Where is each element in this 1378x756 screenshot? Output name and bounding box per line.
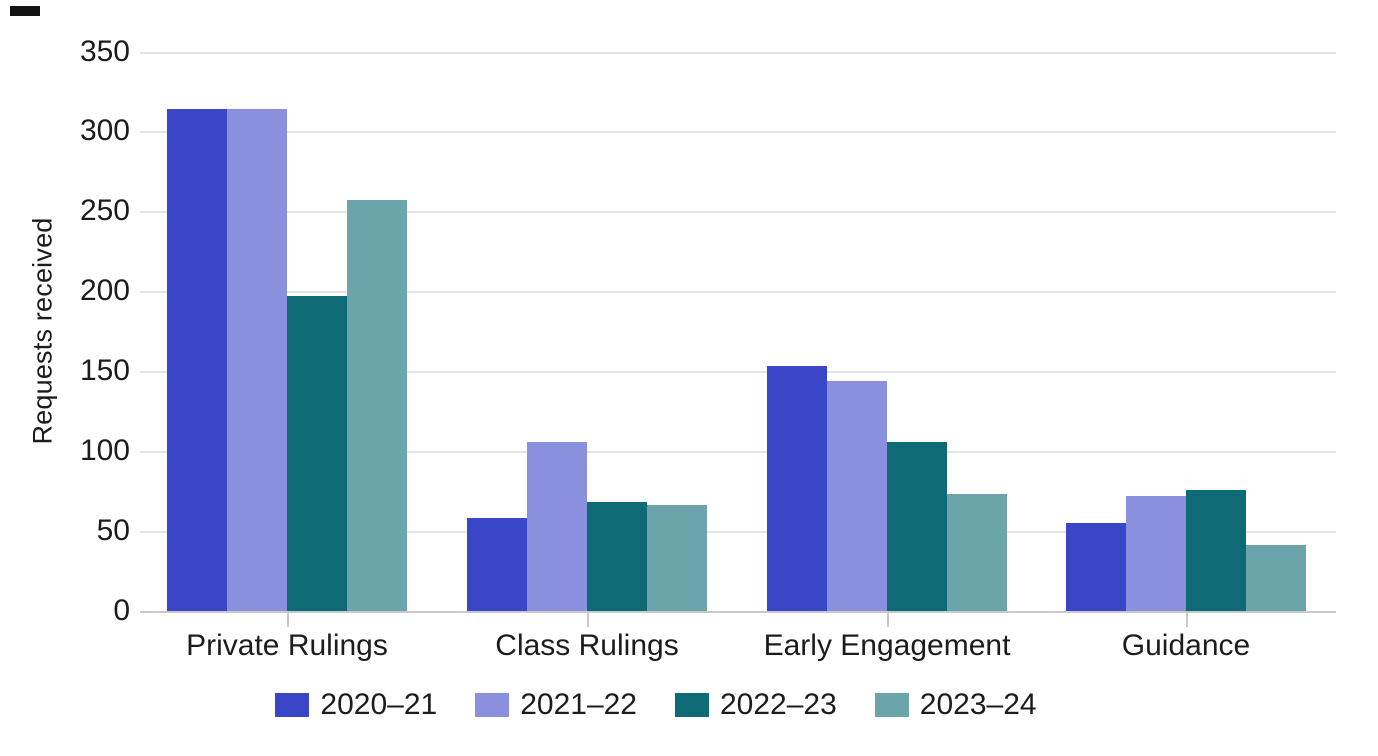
y-axis-label: Requests received xyxy=(27,217,58,445)
x-tick-guidance xyxy=(1186,612,1188,627)
corner-mark xyxy=(10,6,40,16)
gridline-100 xyxy=(140,451,1336,453)
bar-2021-22-class-rulings xyxy=(527,442,587,611)
bar-2022-23-guidance xyxy=(1186,490,1246,611)
bar-2022-23-class-rulings xyxy=(587,502,647,611)
x-tick-class-rulings xyxy=(587,612,589,627)
gridline-300 xyxy=(140,131,1336,133)
bar-2022-23-private-rulings xyxy=(287,296,347,611)
x-tick-private-rulings xyxy=(287,612,289,627)
x-category-label-class-rulings: Class Rulings xyxy=(495,629,679,662)
bar-2021-22-private-rulings xyxy=(227,109,287,611)
bar-2020-21-guidance xyxy=(1066,523,1126,611)
x-category-label-private-rulings: Private Rulings xyxy=(186,629,388,662)
legend-item-2020-21: 2020–21 xyxy=(275,688,437,722)
legend-swatch-2023-24 xyxy=(874,693,909,717)
y-tick-label-50: 50 xyxy=(96,514,130,547)
legend-label-2022-23: 2022–23 xyxy=(720,688,837,721)
x-tick-early-engagement xyxy=(887,612,889,627)
legend-item-2023-24: 2023–24 xyxy=(874,688,1037,722)
legend-label-2020-21: 2020–21 xyxy=(320,688,438,721)
bar-2023-24-guidance xyxy=(1246,545,1306,611)
bar-2021-22-early-engagement xyxy=(827,381,887,611)
gridline-50 xyxy=(140,531,1336,533)
gridline-250 xyxy=(140,211,1336,213)
gridline-150 xyxy=(140,371,1336,373)
legend-label-2023-24: 2023–24 xyxy=(919,688,1037,721)
bar-2020-21-class-rulings xyxy=(467,518,527,611)
y-tick-label-100: 100 xyxy=(79,434,130,467)
gridline-200 xyxy=(140,291,1336,293)
y-tick-label-0: 0 xyxy=(113,594,130,627)
bar-2020-21-private-rulings xyxy=(167,109,227,611)
y-tick-label-250: 250 xyxy=(79,194,130,227)
x-category-label-guidance: Guidance xyxy=(1121,629,1251,662)
legend-label-2021-22: 2021–22 xyxy=(520,688,637,721)
legend-swatch-2022-23 xyxy=(675,693,709,717)
legend-swatch-2020-21 xyxy=(275,693,310,717)
y-tick-label-350: 350 xyxy=(79,35,130,68)
x-axis-line xyxy=(140,611,1336,613)
legend: 2020–21 2021–22 2022–23 2023–24 xyxy=(0,688,1312,722)
legend-item-2022-23: 2022–23 xyxy=(675,688,837,722)
bar-2023-24-early-engagement xyxy=(947,494,1007,611)
bar-2023-24-private-rulings xyxy=(347,200,407,611)
y-tick-label-150: 150 xyxy=(79,354,130,387)
bar-2021-22-guidance xyxy=(1126,496,1186,611)
bar-2023-24-class-rulings xyxy=(647,505,707,611)
y-tick-label-200: 200 xyxy=(79,274,130,307)
legend-item-2021-22: 2021–22 xyxy=(475,688,637,722)
y-tick-label-300: 300 xyxy=(79,114,130,147)
gridline-350 xyxy=(140,52,1336,54)
bar-2020-21-early-engagement xyxy=(767,366,827,611)
legend-swatch-2021-22 xyxy=(475,693,510,717)
x-category-label-early-engagement: Early Engagement xyxy=(763,629,1011,662)
bar-2022-23-early-engagement xyxy=(887,442,947,611)
